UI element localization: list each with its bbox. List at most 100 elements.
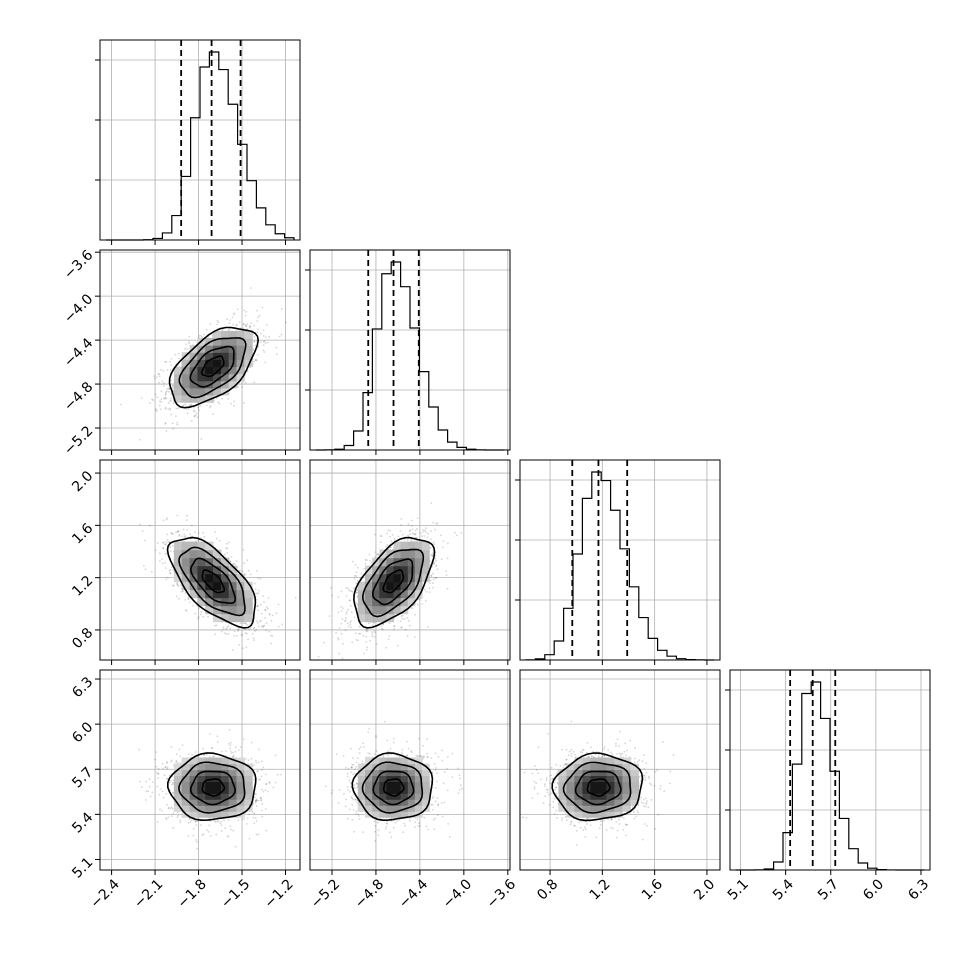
density-cell (414, 549, 423, 559)
scatter-point (193, 415, 196, 418)
histogram-panel-0 (95, 39, 301, 241)
scatter-point (374, 556, 377, 558)
scatter-point (264, 342, 267, 344)
scatter-point (263, 335, 265, 337)
scatter-point (178, 357, 181, 360)
scatter-point (345, 587, 347, 589)
density-cell (357, 597, 366, 607)
scatter-point (143, 565, 145, 567)
density-cell (228, 330, 238, 339)
scatter-point (340, 605, 342, 608)
scatter-point (415, 540, 418, 542)
scatter-point (275, 353, 278, 356)
scatter-point (198, 607, 200, 610)
density-cell (372, 597, 380, 607)
scatter-point (215, 397, 218, 400)
scatter-point (168, 387, 171, 390)
density-cell (372, 565, 380, 575)
scatter-point (232, 323, 235, 326)
density-cell (400, 605, 409, 615)
scatter-point (186, 347, 189, 350)
scatter-point (257, 605, 260, 607)
scatter-point (176, 423, 179, 426)
scatter-point (341, 657, 344, 660)
scatter-point (214, 633, 216, 636)
scatter-point (188, 601, 191, 604)
scatter-point (253, 626, 256, 629)
scatter-point (182, 528, 185, 531)
scatter-point (377, 553, 379, 556)
scatter-point (253, 360, 255, 363)
scatter-point (226, 547, 229, 550)
scatter-point (249, 325, 252, 328)
scatter-point (171, 388, 174, 390)
density-cell (213, 565, 222, 575)
scatter-point (256, 620, 258, 622)
scatter-point (410, 607, 412, 609)
scatter-point (188, 818, 191, 820)
scatter-point (159, 560, 161, 562)
scatter-point (257, 328, 259, 331)
scatter-point (255, 359, 258, 362)
scatter-point (200, 537, 203, 539)
scatter-point (199, 405, 202, 408)
scatter-point (363, 567, 365, 570)
scatter-point (328, 615, 331, 617)
scatter-point (138, 438, 141, 441)
density-cell (414, 589, 423, 599)
scatter-point (199, 613, 202, 616)
scatter-point (158, 375, 161, 378)
scatter-point (268, 630, 270, 633)
scatter-point (205, 404, 208, 407)
density-cell (386, 565, 395, 575)
density-cell (379, 573, 387, 583)
density-cell (236, 573, 245, 583)
scatter-point (162, 547, 165, 550)
scatter-point (233, 630, 236, 633)
scatter-point (345, 595, 348, 597)
scatter-point (425, 527, 427, 529)
scatter-point (349, 590, 351, 592)
scatter-point (245, 646, 248, 649)
scatter-point (351, 591, 354, 593)
scatter-point (167, 807, 170, 810)
scatter-point (200, 438, 203, 441)
density-cell (393, 565, 402, 575)
scatter-point (162, 519, 165, 522)
scatter-point (380, 627, 383, 630)
density-cell (393, 541, 402, 551)
scatter-point (224, 632, 226, 634)
scatter-point (266, 607, 269, 610)
scatter-point (209, 406, 211, 409)
scatter-point (175, 407, 178, 410)
scatter-point (400, 615, 403, 617)
contour-level-1 (190, 557, 237, 605)
scatter-point (186, 514, 189, 517)
scatter-point (340, 632, 343, 635)
density-cell (181, 573, 191, 583)
density-cell (400, 581, 409, 591)
scatter-point (381, 628, 384, 631)
scatter-point (418, 598, 421, 601)
density-cell (173, 541, 183, 551)
density-cell (181, 373, 191, 382)
scatter-point (176, 530, 179, 533)
scatter-point (217, 820, 220, 823)
scatter-point (162, 541, 165, 544)
scatter-point (447, 542, 449, 545)
scatter-point (187, 408, 190, 410)
scatter-point (159, 400, 161, 403)
scatter-point (234, 746, 237, 749)
scatter-point (257, 589, 260, 592)
scatter-point (257, 609, 259, 612)
scatter-point (356, 589, 359, 591)
density-cell (220, 345, 230, 353)
scatter-point (417, 603, 419, 606)
scatter-point (229, 627, 232, 630)
scatter-point (356, 566, 359, 569)
scatter-point (229, 319, 231, 321)
scatter-point (248, 837, 251, 840)
scatter-point (144, 568, 147, 571)
density-cell (220, 338, 230, 346)
scatter-point (239, 569, 242, 572)
